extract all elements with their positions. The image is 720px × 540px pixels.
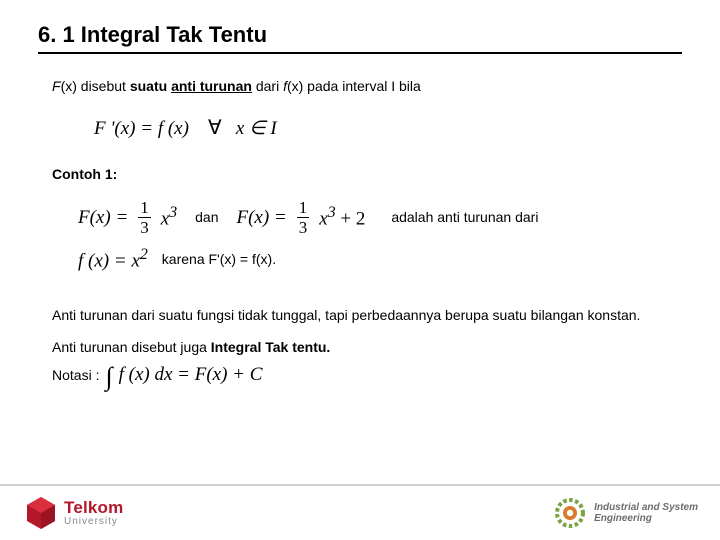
eq-Fx1: F(x) = [78, 207, 128, 229]
definition-line: F(x) disebut suatu anti turunan dari f(x… [52, 76, 682, 97]
equation-derivative: F '(x) = f (x) ∀ x ∈ I [94, 115, 682, 140]
x3-b: x3 + 2 [319, 204, 365, 230]
frac2-num: 1 [297, 199, 310, 218]
footer: Telkom University Industrial and System … [0, 484, 720, 540]
telkom-logo: Telkom University [26, 496, 123, 530]
def-t2: dari [252, 78, 283, 94]
frac2-den: 3 [297, 218, 310, 236]
def-t1: disebut [77, 78, 130, 94]
def-t3: pada interval I bila [303, 78, 421, 94]
frac1-den: 3 [138, 218, 151, 236]
contoh-label: Contoh 1: [52, 164, 682, 185]
ise-line1: Industrial and System [594, 502, 698, 513]
eq1-rhs: x ∈ I [236, 118, 277, 139]
paragraph-2: Anti turunan disebut juga Integral Tak t… [52, 337, 682, 358]
def-Fx: F [52, 78, 61, 94]
eq1-lhs: F '(x) = f (x) [94, 118, 189, 139]
ise-text: Industrial and System Engineering [594, 502, 698, 524]
frac1-num: 1 [138, 199, 151, 218]
def-anti: anti turunan [171, 78, 252, 94]
forall-icon: ∀ [208, 117, 222, 139]
telkom-main: Telkom [64, 499, 123, 516]
notasi-label: Notasi : [52, 365, 99, 386]
notasi-row: Notasi : ∫ f (x) dx = F(x) + C [52, 360, 682, 390]
def-x2: (x) [287, 78, 303, 94]
ise-logo: Industrial and System Engineering [554, 497, 698, 529]
gear-icon [554, 497, 586, 529]
fraction-1: 1 3 [138, 199, 151, 236]
paragraph-1: Anti turunan dari suatu fungsi tidak tun… [52, 300, 682, 331]
para2b: Integral Tak tentu. [211, 339, 331, 355]
karena-label: karena F'(x) = f(x). [162, 249, 276, 270]
def-x1: (x) [61, 78, 77, 94]
eq-Fx2: F(x) = [236, 207, 286, 229]
hexagon-icon [26, 496, 56, 530]
eq-fx: f (x) = x2 [78, 246, 148, 272]
section-title: 6. 1 Integral Tak Tentu [38, 22, 682, 54]
para2a: Anti turunan disebut juga [52, 339, 211, 355]
telkom-text: Telkom University [64, 499, 123, 527]
fraction-2: 1 3 [297, 199, 310, 236]
dan-label: dan [195, 207, 218, 228]
integral-icon: ∫ [105, 362, 112, 392]
example-row-2: f (x) = x2 karena F'(x) = f(x). [78, 246, 682, 272]
adalah-label: adalah anti turunan dari [391, 207, 538, 228]
ise-line2: Engineering [594, 513, 698, 524]
x3-a: x3 [161, 204, 177, 230]
eq-integral: f (x) dx = F(x) + C [119, 364, 263, 386]
telkom-sub: University [64, 517, 123, 527]
def-suatu: suatu [130, 78, 171, 94]
example-row-1: F(x) = 1 3 x3 dan F(x) = 1 3 x3 + 2 adal… [78, 199, 682, 236]
